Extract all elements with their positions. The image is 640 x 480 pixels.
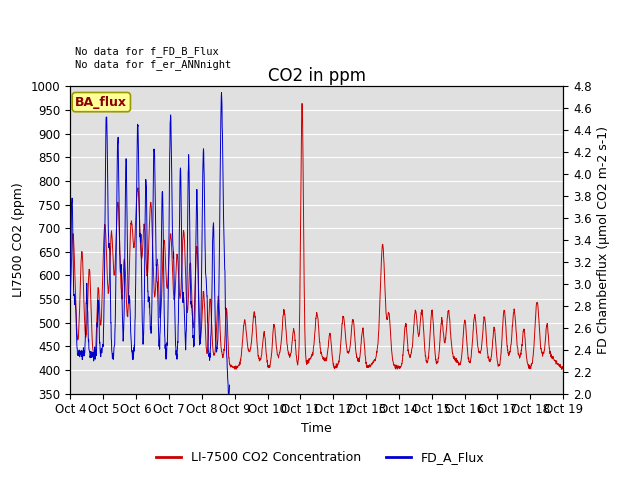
Title: CO2 in ppm: CO2 in ppm [268,67,366,85]
Text: BA_flux: BA_flux [76,96,127,108]
Y-axis label: FD Chamberflux (μmol CO2 m-2 s-1): FD Chamberflux (μmol CO2 m-2 s-1) [597,126,610,354]
X-axis label: Time: Time [301,422,332,435]
Y-axis label: LI7500 CO2 (ppm): LI7500 CO2 (ppm) [13,182,26,298]
Text: No data for f_FD_B_Flux
No data for f_er_ANNnight: No data for f_FD_B_Flux No data for f_er… [76,47,232,70]
Legend: LI-7500 CO2 Concentration, FD_A_Flux: LI-7500 CO2 Concentration, FD_A_Flux [150,446,490,469]
